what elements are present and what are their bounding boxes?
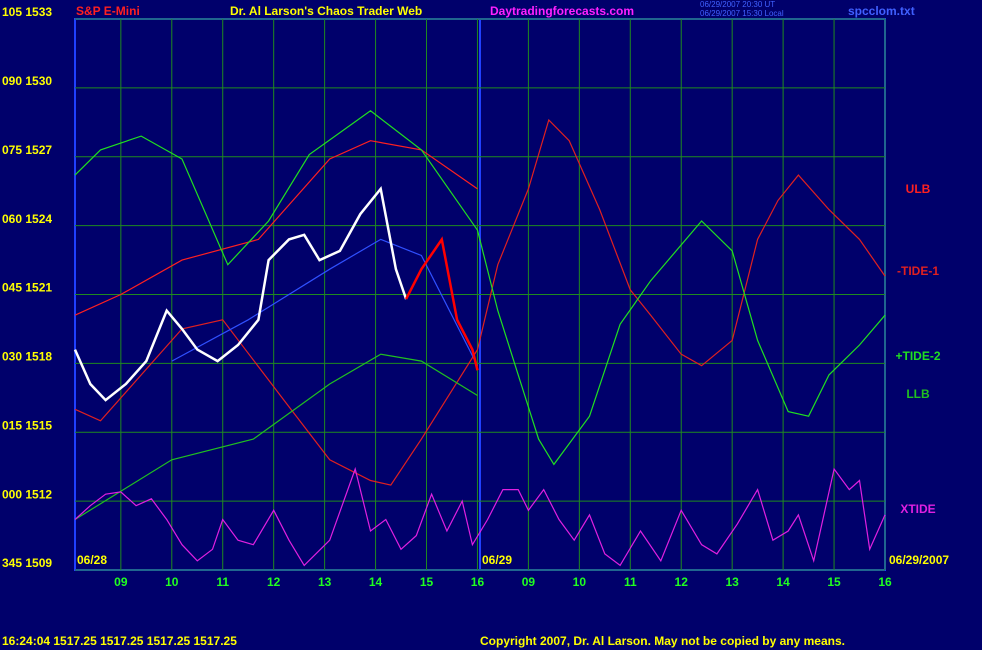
symbol: S&P E-Mini xyxy=(76,4,140,18)
series-line xyxy=(74,466,886,567)
x-tick-label: 14 xyxy=(369,575,383,589)
series-label: XTIDE xyxy=(900,502,935,516)
x-tick-label: 16 xyxy=(878,575,892,589)
series-line xyxy=(171,238,479,366)
x-tick-label: 15 xyxy=(827,575,841,589)
copyright: Copyright 2007, Dr. Al Larson. May not b… xyxy=(480,634,845,648)
series-label: ULB xyxy=(906,182,931,196)
timestamp: 06/29/2007 15:30 Local xyxy=(700,9,784,18)
y-tick-label: 000 1512 xyxy=(2,487,52,501)
y-tick-label: 060 1524 xyxy=(2,212,52,226)
x-tick-label: 09 xyxy=(114,575,128,589)
chart-title: Dr. Al Larson's Chaos Trader Web xyxy=(230,4,422,18)
x-tick-label: 11 xyxy=(624,575,637,589)
series-line xyxy=(74,353,478,521)
series-line xyxy=(74,140,478,316)
date-label: 06/29 xyxy=(482,553,512,567)
quote: 16:24:04 1517.25 1517.25 1517.25 1517.25 xyxy=(2,634,237,648)
x-tick-label: 16 xyxy=(471,575,485,589)
y-tick-label: 105 1533 xyxy=(2,5,52,19)
series-line xyxy=(74,110,886,466)
date-label: 06/29/2007 xyxy=(889,553,949,567)
series-line xyxy=(404,236,479,371)
x-tick-label: 09 xyxy=(522,575,536,589)
x-tick-label: 11 xyxy=(216,575,229,589)
x-tick-label: 12 xyxy=(267,575,281,589)
file-name: spcclom.txt xyxy=(848,4,915,18)
x-tick-label: 15 xyxy=(420,575,434,589)
x-tick-label: 12 xyxy=(675,575,689,589)
series-label: -TIDE-1 xyxy=(897,264,939,278)
y-tick-label: 045 1521 xyxy=(2,281,52,295)
series-line xyxy=(73,186,408,402)
x-tick-label: 13 xyxy=(318,575,332,589)
y-tick-label: 345 1509 xyxy=(2,556,52,570)
site: Daytradingforecasts.com xyxy=(490,4,634,18)
timestamp: 06/29/2007 20:30 UT xyxy=(700,0,775,9)
date-label: 06/28 xyxy=(77,553,107,567)
series-line xyxy=(74,118,886,486)
y-tick-label: 075 1527 xyxy=(2,143,52,157)
x-tick-label: 14 xyxy=(776,575,790,589)
y-tick-label: 090 1530 xyxy=(2,74,52,88)
y-tick-label: 015 1515 xyxy=(2,418,52,432)
x-tick-label: 10 xyxy=(165,575,179,589)
series-label: LLB xyxy=(906,387,930,401)
x-tick-label: 13 xyxy=(725,575,739,589)
y-tick-label: 030 1518 xyxy=(2,350,52,364)
x-tick-label: 10 xyxy=(573,575,587,589)
series-label: +TIDE-2 xyxy=(895,349,940,363)
